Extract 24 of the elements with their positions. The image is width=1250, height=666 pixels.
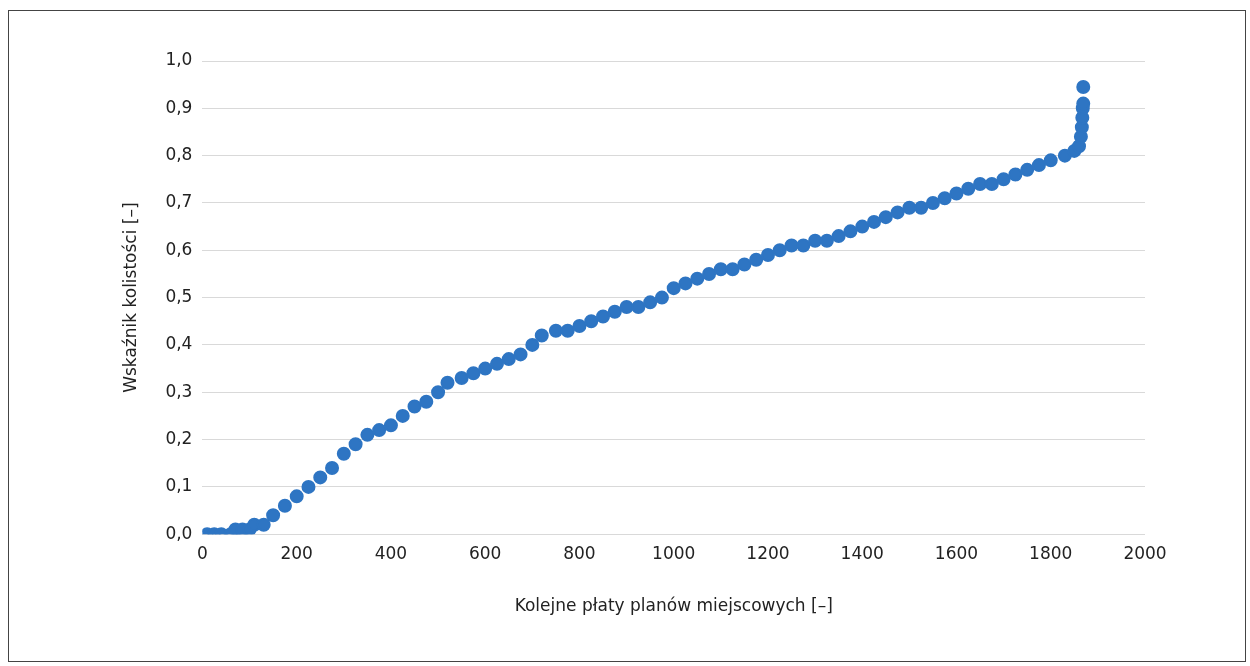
y-tick-label: 0,3 (165, 380, 193, 401)
y-axis-title: Wskaźnik kolistości [–] (119, 202, 140, 393)
x-tick-label: 1200 (746, 542, 790, 563)
x-tick-label: 1000 (652, 542, 696, 563)
y-tick-label: 0,0 (165, 522, 193, 543)
y-tick-label: 0,1 (165, 475, 193, 496)
y-tick-label: 1,0 (165, 49, 193, 70)
y-tick-label: 0,8 (165, 144, 193, 165)
x-axis-title: Kolejne płaty planów miejscowych [–] (514, 595, 833, 616)
x-tick-label: 1600 (934, 542, 979, 563)
y-tick-label: 0,6 (165, 238, 193, 259)
x-tick-label: 0 (197, 542, 208, 563)
x-tick-label: 600 (468, 542, 502, 563)
y-tick-label: 0,5 (165, 286, 193, 307)
x-tick-label: 2000 (1123, 542, 1167, 563)
x-tick-label: 200 (280, 542, 313, 563)
y-tick-label: 0,2 (165, 427, 193, 448)
y-tick-label: 0,9 (165, 96, 193, 117)
x-tick-label: 1800 (1029, 542, 1073, 563)
y-tick-label: 0,7 (165, 191, 193, 212)
x-tick-label: 400 (374, 542, 408, 563)
x-tick-label: 1400 (840, 542, 884, 563)
x-tick-label: 800 (563, 542, 596, 563)
y-tick-label: 0,4 (165, 333, 193, 354)
